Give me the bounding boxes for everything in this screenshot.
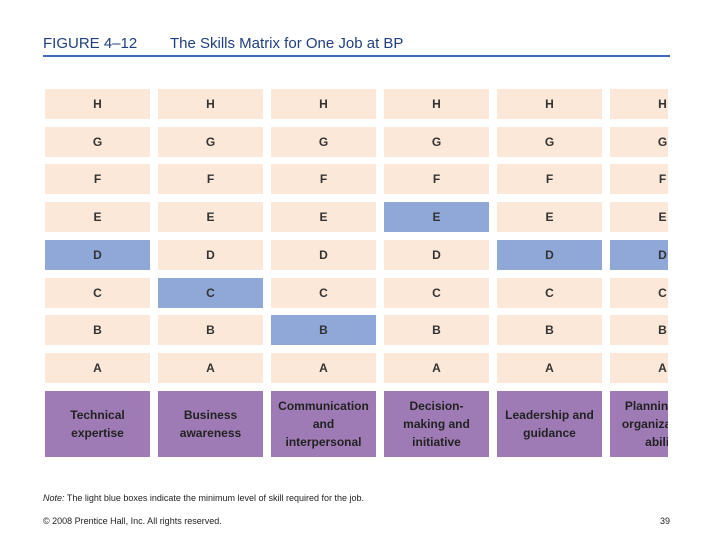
skill-level: F — [384, 164, 489, 195]
skill-level: D — [497, 239, 602, 270]
note-prefix: Note: — [43, 493, 65, 503]
skill-level: D — [45, 239, 150, 270]
skill-label: Planning and organizational ability — [610, 390, 668, 457]
page-number: 39 — [660, 516, 671, 526]
skill-label: Leadership and guidance — [497, 390, 602, 457]
skill-level: G — [610, 126, 668, 157]
skill-level: D — [158, 239, 263, 270]
skill-level: H — [45, 89, 150, 119]
skill-level: A — [384, 352, 489, 383]
skill-level: G — [271, 126, 376, 157]
skill-level: B — [271, 315, 376, 346]
skill-level: A — [497, 352, 602, 383]
skill-level: F — [158, 164, 263, 195]
skill-level: G — [497, 126, 602, 157]
skill-label: Technical expertise — [45, 390, 150, 457]
skill-level: D — [384, 239, 489, 270]
skill-level: B — [497, 315, 602, 346]
copyright: © 2008 Prentice Hall, Inc. All rights re… — [43, 516, 222, 526]
skill-level: D — [610, 239, 668, 270]
skill-level: H — [271, 89, 376, 119]
skill-level: F — [45, 164, 150, 195]
skill-level: E — [45, 202, 150, 233]
matrix: H G F E D C B A Technical expertise H G F E D C B A Busin… — [45, 89, 668, 457]
skill-label: Business awareness — [158, 390, 263, 457]
skill-level: C — [497, 277, 602, 308]
skill-level: H — [497, 89, 602, 119]
skill-level: E — [610, 202, 668, 233]
skill-level: F — [497, 164, 602, 195]
note-text: The light blue boxes indicate the minimu… — [66, 493, 365, 503]
skill-level: C — [610, 277, 668, 308]
title: The Skills Matrix for One Job at BP — [170, 35, 404, 52]
note: Note: The light blue boxes indicate the … — [43, 493, 364, 503]
skill-level: C — [158, 277, 263, 308]
skill-label: Decision-making and initiative — [384, 390, 489, 457]
skill-level: F — [610, 164, 668, 195]
skill-level: H — [384, 89, 489, 119]
skill-level: E — [497, 202, 602, 233]
skill-level: G — [158, 126, 263, 157]
skill-level: H — [158, 89, 263, 119]
figure-number: FIGURE 4–12 — [43, 35, 138, 52]
skill-level: A — [610, 352, 668, 383]
skill-level: E — [384, 202, 489, 233]
skill-level: H — [610, 89, 668, 119]
header-rule — [43, 55, 670, 57]
skill-level: B — [610, 315, 668, 346]
skill-level: A — [271, 352, 376, 383]
skill-level: A — [45, 352, 150, 383]
skill-label: Communication and interpersonal — [271, 390, 376, 457]
skill-level: B — [384, 315, 489, 346]
skill-level: B — [45, 315, 150, 346]
skill-level: A — [158, 352, 263, 383]
skill-level: C — [384, 277, 489, 308]
skill-level: B — [158, 315, 263, 346]
skill-level: D — [271, 239, 376, 270]
skill-level: G — [45, 126, 150, 157]
skill-level: G — [384, 126, 489, 157]
skill-level: C — [271, 277, 376, 308]
skill-level: E — [158, 202, 263, 233]
skill-level: E — [271, 202, 376, 233]
skill-level: F — [271, 164, 376, 195]
skill-level: C — [45, 277, 150, 308]
